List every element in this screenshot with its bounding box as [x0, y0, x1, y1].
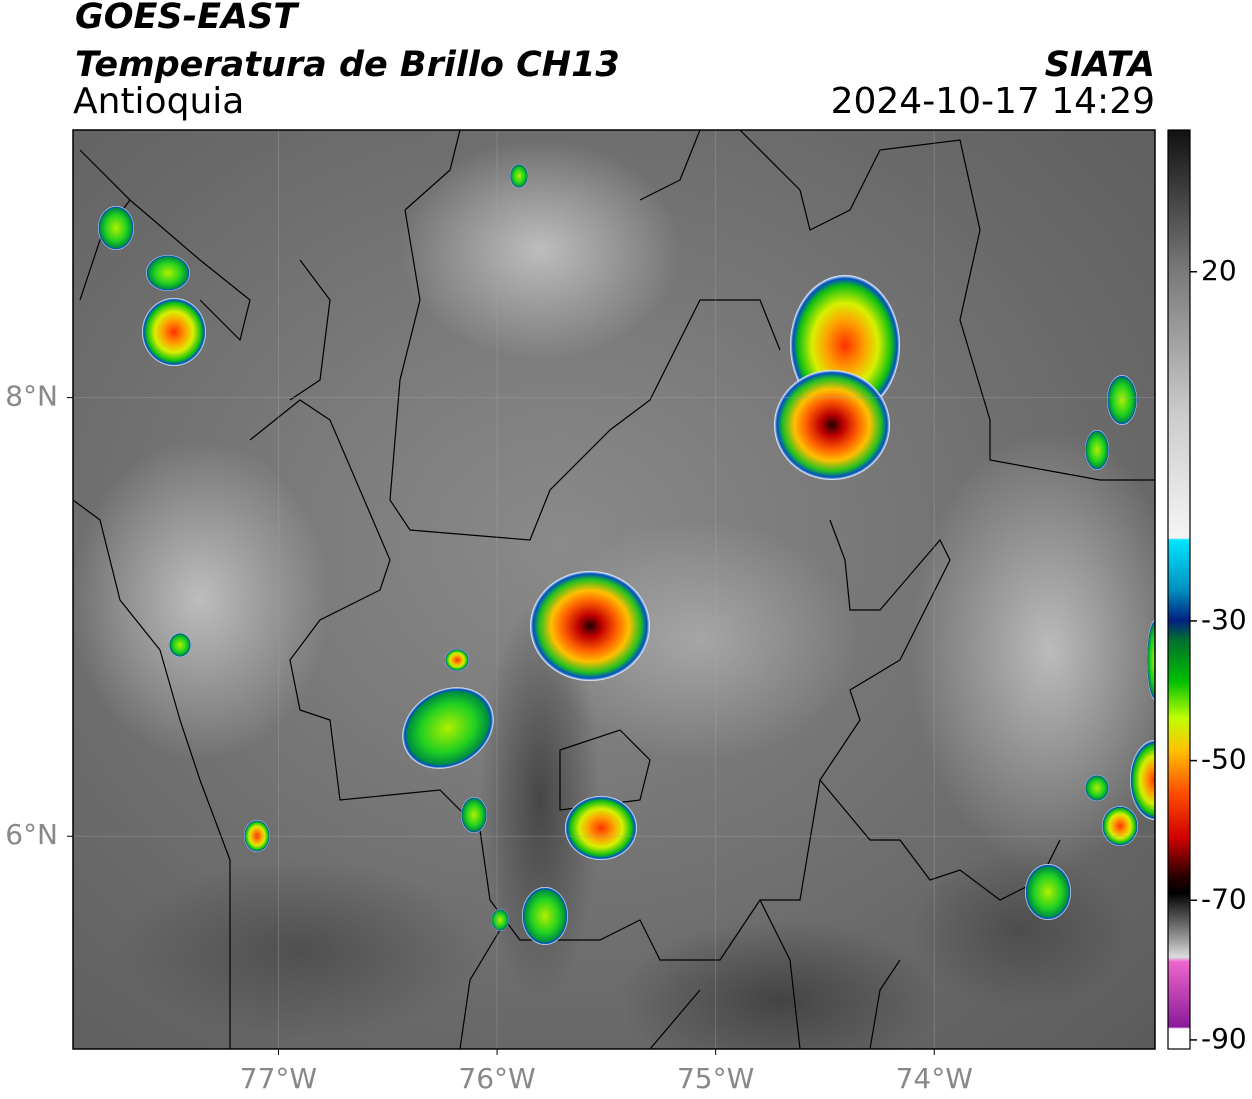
- y-tick-label: 8°N: [5, 380, 58, 413]
- region: Antioquia: [73, 81, 244, 122]
- colorbar-tick-label: -90: [1201, 1022, 1247, 1055]
- colorbar-tick-label: -50: [1201, 743, 1247, 776]
- colorbar-tick-label: -30: [1201, 603, 1247, 636]
- y-tick-label: 6°N: [5, 818, 58, 851]
- x-tick-label: 77°W: [240, 1062, 317, 1095]
- colorbar: [1167, 129, 1191, 1050]
- product: Temperatura de Brillo CH13: [75, 45, 620, 85]
- x-tick-label: 74°W: [896, 1062, 973, 1095]
- map-frame: [72, 129, 1156, 1050]
- title: GOES-EAST: [75, 0, 300, 37]
- grid: [73, 130, 1155, 1049]
- timestamp: 2024-10-17 14:29: [831, 81, 1155, 122]
- colorbar-tick-label: -70: [1201, 882, 1247, 915]
- map-image: [73, 130, 1155, 1049]
- colorbar-tick-label: 20: [1201, 254, 1237, 287]
- x-tick-label: 75°W: [677, 1062, 754, 1095]
- source: SIATA: [1045, 45, 1155, 85]
- x-tick-label: 76°W: [458, 1062, 535, 1095]
